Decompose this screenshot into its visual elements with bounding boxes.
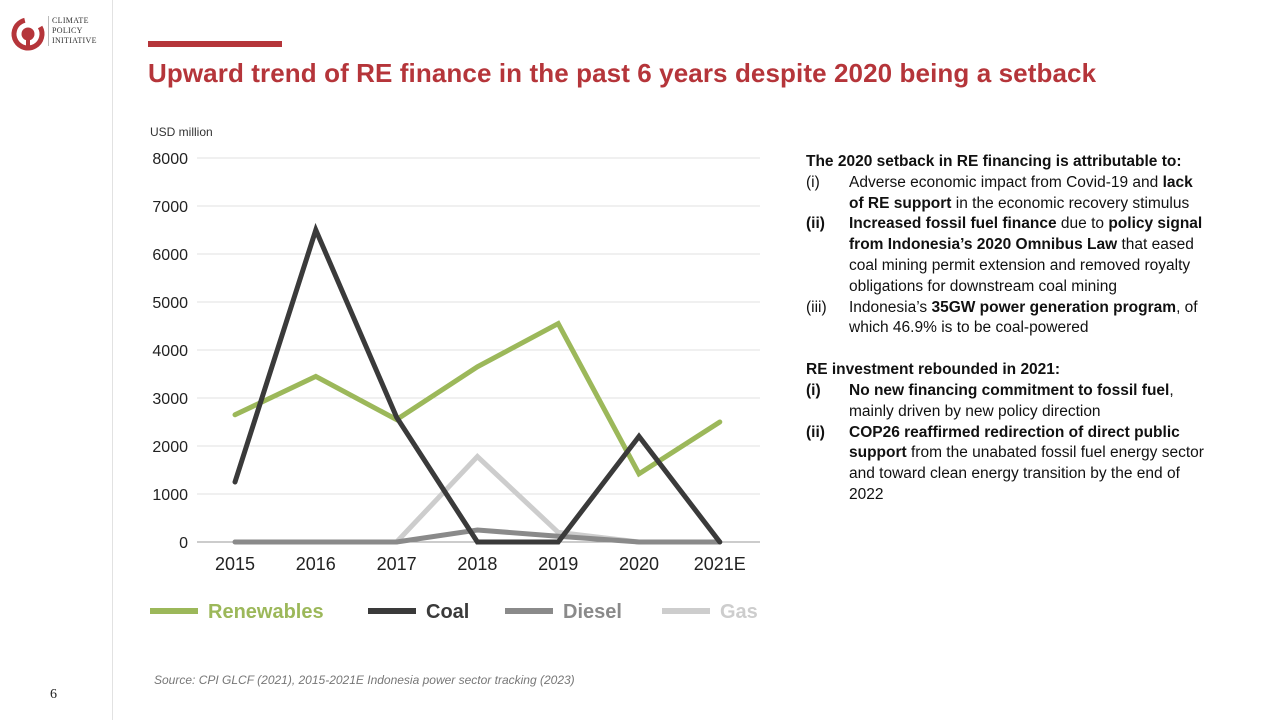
series-line-coal <box>232 222 723 545</box>
setback-item-number: (ii) <box>806 215 825 233</box>
setback-item-number: (i) <box>806 173 820 191</box>
logo-line-2: POLICY <box>52 26 83 35</box>
logo-line-3: INITIATIVE <box>52 36 97 45</box>
source-note: Source: CPI GLCF (2021), 2015-2021E Indo… <box>154 673 575 687</box>
rebound-list: (i) No new financing commitment to fossil… <box>806 381 1216 506</box>
rebound-item: (i) No new financing commitment to fossil… <box>806 381 1216 423</box>
setback-item: (i) Adverse economic impact from Covid-19… <box>806 173 1216 215</box>
y-tick-label: 3000 <box>152 391 188 408</box>
commentary-panel: The 2020 setback in RE financing is attr… <box>806 152 1216 506</box>
page-title: Upward trend of RE finance in the past 6… <box>148 58 1097 88</box>
page-number: 6 <box>50 687 57 702</box>
x-tick-label: 2016 <box>296 554 336 574</box>
y-tick-label: 1000 <box>152 487 188 504</box>
legend-label-gas: Gas <box>720 601 758 623</box>
title-accent-bar <box>148 41 282 47</box>
rebound-item-number: (ii) <box>806 423 825 441</box>
setback-item-text: Increased fossil fuel finance due to pol… <box>849 215 1203 295</box>
line-chart: USD million 0 1000 2000 3000 4000 5000 6000 7000… <box>150 125 760 623</box>
setback-item: (ii) Increased fossil fuel finance due to… <box>806 214 1216 297</box>
y-tick-label: 7000 <box>152 199 188 216</box>
setback-item-text: Adverse economic impact from Covid-19 an… <box>849 173 1193 212</box>
x-tick-label: 2017 <box>377 554 417 574</box>
x-tick-label: 2019 <box>538 554 578 574</box>
series-line-renewables <box>232 320 723 478</box>
y-axis-label: USD million <box>150 125 213 139</box>
logo-separator <box>48 16 49 46</box>
y-tick-label: 2000 <box>152 439 188 456</box>
cpi-logo-icon <box>11 17 45 51</box>
setback-list: (i) Adverse economic impact from Covid-19… <box>806 173 1216 339</box>
y-tick-label: 8000 <box>152 151 188 168</box>
legend-label-diesel: Diesel <box>563 601 622 623</box>
left-margin-rule <box>112 0 113 720</box>
rebound-item-text: No new financing commitment to fossil fu… <box>849 381 1174 420</box>
x-tick-label: 2021E <box>694 554 746 574</box>
x-tick-label: 2018 <box>457 554 497 574</box>
y-tick-label: 5000 <box>152 295 188 312</box>
x-tick-label: 2015 <box>215 554 255 574</box>
y-tick-label: 0 <box>179 535 188 552</box>
rebound-item-text: COP26 reaffirmed redirection of direct p… <box>849 423 1204 503</box>
setback-item-number: (iii) <box>806 298 827 316</box>
logo <box>10 14 110 54</box>
rebound-item: (ii) COP26 reaffirmed redirection of dire… <box>806 423 1216 506</box>
setback-heading: The 2020 setback in RE financing is attr… <box>806 153 1182 170</box>
legend-label-renewables: Renewables <box>208 601 324 623</box>
setback-item-text: Indonesia’s 35GW power generation progra… <box>849 298 1198 337</box>
setback-item: (iii) Indonesia’s 35GW power generation p… <box>806 298 1216 340</box>
y-tick-label: 4000 <box>152 343 188 360</box>
x-tick-label: 2020 <box>619 554 659 574</box>
legend-label-coal: Coal <box>426 601 469 623</box>
logo-wordmark: CLIMATE POLICY INITIATIVE <box>52 16 97 46</box>
logo-line-1: CLIMATE <box>52 16 89 25</box>
rebound-item-number: (i) <box>806 381 821 399</box>
rebound-heading: RE investment rebounded in 2021: <box>806 361 1061 379</box>
y-tick-label: 6000 <box>152 247 188 264</box>
